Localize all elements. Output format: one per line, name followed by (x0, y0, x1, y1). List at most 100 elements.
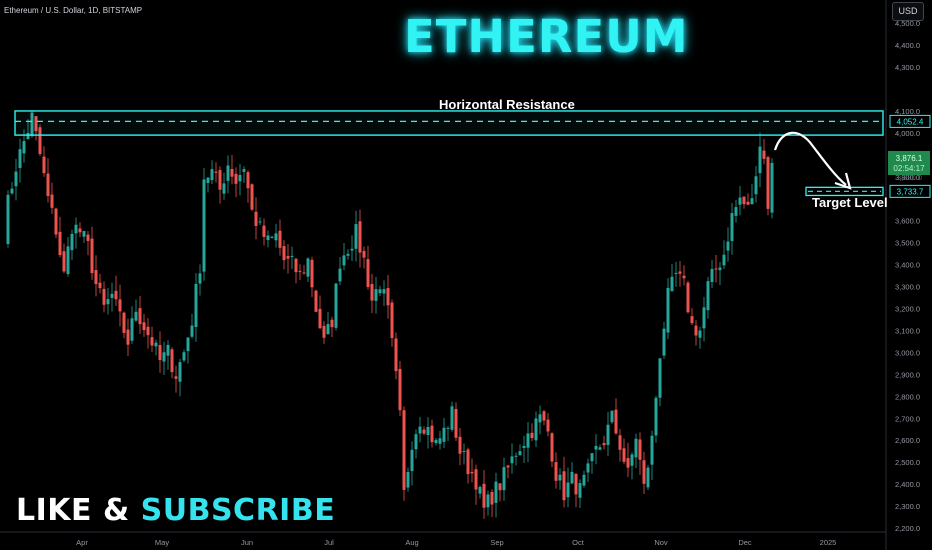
candle-body (574, 473, 578, 495)
time-tick-label: Nov (654, 538, 668, 547)
candle-body (342, 255, 346, 266)
candle-body (758, 146, 762, 174)
candle-body (94, 270, 98, 285)
candle-body (114, 290, 118, 300)
candle-body (18, 149, 22, 168)
candle-body (278, 230, 282, 248)
candle-body (174, 376, 178, 379)
candle-body (82, 231, 86, 237)
price-tick-label: 3,000.0 (895, 348, 920, 357)
candle-body (246, 172, 250, 189)
candle-body (654, 397, 658, 436)
candle-body (446, 427, 450, 429)
candle-body (38, 127, 42, 155)
candle-body (238, 175, 242, 182)
price-tick-label: 3,600.0 (895, 217, 920, 226)
candle-body (738, 197, 742, 205)
candle-body (54, 208, 58, 235)
candle-body (90, 238, 94, 274)
candle-body (458, 436, 462, 454)
target-zone[interactable] (805, 186, 884, 197)
candle-body (454, 408, 458, 438)
svg-text:02:54:17: 02:54:17 (893, 164, 925, 173)
candle-body (62, 251, 66, 272)
candle-body (338, 268, 342, 282)
time-tick-label: Aug (405, 538, 418, 547)
candle-body (422, 429, 426, 434)
candle-body (498, 483, 502, 491)
candle-body (594, 445, 598, 450)
candle-body (414, 434, 418, 450)
candle-body (302, 272, 306, 274)
candle-body (622, 448, 626, 462)
candle-body (546, 419, 550, 432)
price-tick-label: 2,900.0 (895, 370, 920, 379)
candle-body (522, 445, 526, 448)
candle-body (462, 451, 466, 453)
candle-body (518, 451, 522, 456)
candle-body (530, 432, 534, 439)
candle-body (666, 287, 670, 333)
candle-body (358, 221, 362, 253)
resistance-zone[interactable] (14, 110, 884, 136)
candle-body (602, 443, 606, 446)
like-subscribe-banner: LIKE & SUBSCRIBE (16, 493, 335, 528)
resistance-label: Horizontal Resistance (439, 97, 575, 112)
candle-body (474, 469, 478, 490)
candle-body (70, 233, 74, 251)
candle-body (482, 483, 486, 508)
candle-body (50, 194, 54, 208)
symbol-info[interactable]: Ethereum / U.S. Dollar, 1D, BITSTAMP (4, 6, 143, 15)
candle-body (630, 454, 634, 466)
candle-body (390, 302, 394, 339)
svg-text:3,733.7: 3,733.7 (897, 187, 924, 196)
candle-body (426, 426, 430, 436)
target-price-tag: 3,733.7 (889, 184, 931, 198)
candle-body (754, 176, 758, 195)
candle-body (698, 330, 702, 338)
candle-body (230, 168, 234, 177)
candle-body (318, 308, 322, 329)
candle-body (638, 439, 642, 460)
candle-body (234, 173, 238, 184)
candle-body (398, 368, 402, 411)
candle-body (510, 456, 514, 464)
candle-body (634, 438, 638, 458)
candle-body (706, 281, 710, 311)
time-tick-label: Apr (76, 538, 88, 547)
candle-body (374, 289, 378, 301)
candle-body (670, 276, 674, 292)
candle-body (562, 471, 566, 501)
candle-body (770, 162, 774, 213)
currency-button[interactable]: USD (892, 2, 924, 21)
candle-body (642, 460, 646, 484)
candle-body (402, 410, 406, 490)
candle-body (578, 483, 582, 498)
candle-body (714, 268, 718, 270)
time-tick-label: 2025 (820, 538, 837, 547)
time-axis: Apr May Jun Jul Aug Sep Oct Nov Dec 2025 (76, 538, 836, 547)
candle-body (534, 418, 538, 441)
candle-body (362, 250, 366, 258)
candle-body (46, 173, 50, 197)
candle-body (34, 116, 38, 132)
chart-title: ETHEREUM (404, 10, 689, 63)
candle-body (130, 318, 134, 341)
time-tick-label: May (155, 538, 169, 547)
candle-body (142, 322, 146, 331)
candle-body (586, 463, 590, 473)
candle-body (614, 409, 618, 434)
candle-body (726, 241, 730, 251)
candle-body (154, 342, 158, 347)
candle-body (626, 458, 630, 468)
candle-body (366, 259, 370, 287)
candle-body (582, 474, 586, 486)
candle-body (542, 411, 546, 421)
price-tick-label: 3,800.0 (895, 173, 920, 182)
candle-body (30, 112, 34, 137)
candle-body (202, 179, 206, 272)
candle-body (386, 288, 390, 306)
candle-body (590, 453, 594, 462)
